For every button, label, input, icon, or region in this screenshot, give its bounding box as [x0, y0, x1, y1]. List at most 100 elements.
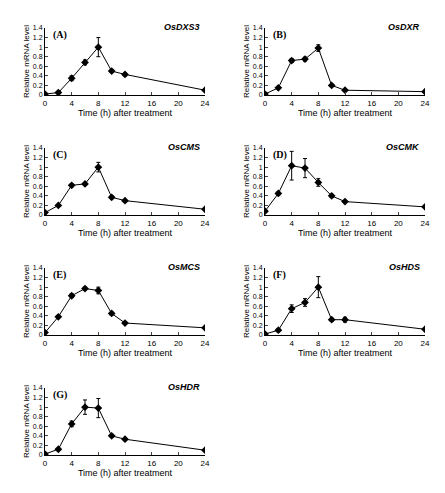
- svg-text:0.6: 0.6: [33, 63, 43, 70]
- svg-text:16: 16: [147, 459, 156, 468]
- svg-text:0.2: 0.2: [33, 82, 43, 89]
- svg-text:1.4: 1.4: [253, 264, 263, 271]
- svg-text:24: 24: [421, 99, 430, 108]
- svg-text:16: 16: [367, 219, 376, 228]
- svg-text:20: 20: [394, 219, 403, 228]
- svg-text:0.6: 0.6: [253, 303, 263, 310]
- svg-text:24: 24: [421, 339, 430, 348]
- svg-text:OsCMS: OsCMS: [168, 142, 200, 152]
- svg-text:20: 20: [174, 99, 183, 108]
- svg-text:0: 0: [259, 211, 263, 218]
- svg-text:0: 0: [263, 99, 268, 108]
- svg-text:Time (h) after treatment: Time (h) after treatment: [78, 108, 173, 118]
- svg-text:(F): (F): [273, 269, 286, 281]
- svg-text:0.4: 0.4: [33, 192, 43, 199]
- svg-text:(E): (E): [53, 269, 66, 281]
- svg-text:1.4: 1.4: [33, 384, 43, 391]
- svg-text:0: 0: [263, 219, 268, 228]
- svg-text:1: 1: [259, 164, 263, 171]
- svg-text:0.8: 0.8: [253, 173, 263, 180]
- svg-text:0: 0: [39, 211, 43, 218]
- svg-text:4: 4: [289, 339, 294, 348]
- svg-text:1: 1: [259, 284, 263, 291]
- svg-text:0.2: 0.2: [33, 322, 43, 329]
- svg-text:24: 24: [421, 219, 430, 228]
- svg-text:0.4: 0.4: [253, 72, 263, 79]
- svg-text:0.6: 0.6: [33, 303, 43, 310]
- svg-text:Time (h) after treatment: Time (h) after treatment: [78, 228, 173, 238]
- svg-text:OsCMK: OsCMK: [386, 142, 420, 152]
- svg-text:8: 8: [316, 219, 321, 228]
- svg-text:Relative mRNA level: Relative mRNA level: [22, 385, 31, 458]
- svg-text:0.8: 0.8: [33, 413, 43, 420]
- svg-text:Time (h) after treatment: Time (h) after treatment: [298, 348, 393, 358]
- svg-text:4: 4: [69, 219, 74, 228]
- svg-text:0.8: 0.8: [33, 53, 43, 60]
- svg-text:0.4: 0.4: [33, 312, 43, 319]
- svg-text:0.8: 0.8: [253, 293, 263, 300]
- svg-text:12: 12: [341, 99, 350, 108]
- svg-text:16: 16: [147, 219, 156, 228]
- svg-text:(C): (C): [53, 149, 67, 161]
- svg-text:12: 12: [121, 219, 130, 228]
- svg-text:8: 8: [96, 99, 101, 108]
- svg-text:0: 0: [43, 219, 48, 228]
- svg-text:4: 4: [69, 99, 74, 108]
- svg-text:1.4: 1.4: [33, 24, 43, 31]
- svg-text:1: 1: [39, 44, 43, 51]
- svg-text:OsDXS3: OsDXS3: [164, 22, 200, 32]
- svg-text:20: 20: [174, 459, 183, 468]
- svg-text:1: 1: [259, 44, 263, 51]
- svg-text:0.2: 0.2: [33, 442, 43, 449]
- svg-text:0.2: 0.2: [253, 202, 263, 209]
- svg-text:16: 16: [367, 99, 376, 108]
- svg-text:12: 12: [341, 339, 350, 348]
- svg-text:1.2: 1.2: [253, 34, 263, 41]
- svg-text:8: 8: [316, 99, 321, 108]
- svg-text:Time (h) after treatment: Time (h) after treatment: [78, 348, 173, 358]
- svg-text:20: 20: [394, 99, 403, 108]
- svg-text:1: 1: [39, 284, 43, 291]
- svg-text:0.2: 0.2: [33, 202, 43, 209]
- svg-text:0.8: 0.8: [253, 53, 263, 60]
- svg-text:0.2: 0.2: [253, 322, 263, 329]
- svg-text:Relative mRNA level: Relative mRNA level: [22, 265, 31, 338]
- svg-text:Relative mRNA level: Relative mRNA level: [242, 265, 251, 338]
- svg-text:0: 0: [39, 91, 43, 98]
- svg-text:0.6: 0.6: [253, 183, 263, 190]
- svg-text:16: 16: [147, 339, 156, 348]
- svg-text:(B): (B): [273, 29, 286, 41]
- svg-text:0.4: 0.4: [33, 432, 43, 439]
- svg-text:1: 1: [39, 164, 43, 171]
- svg-text:1.2: 1.2: [253, 274, 263, 281]
- svg-text:24: 24: [201, 99, 210, 108]
- svg-text:12: 12: [121, 459, 130, 468]
- svg-text:8: 8: [96, 219, 101, 228]
- svg-text:(G): (G): [53, 389, 67, 401]
- svg-text:1.2: 1.2: [33, 394, 43, 401]
- svg-text:0.4: 0.4: [33, 72, 43, 79]
- svg-text:1.4: 1.4: [33, 144, 43, 151]
- svg-text:20: 20: [174, 219, 183, 228]
- svg-text:4: 4: [69, 339, 74, 348]
- svg-text:0: 0: [43, 339, 48, 348]
- svg-text:12: 12: [121, 99, 130, 108]
- svg-text:Relative mRNA level: Relative mRNA level: [242, 25, 251, 98]
- svg-text:8: 8: [96, 459, 101, 468]
- svg-text:0: 0: [259, 91, 263, 98]
- svg-text:Time (h) after treatment: Time (h) after treatment: [78, 468, 173, 478]
- svg-text:1: 1: [39, 404, 43, 411]
- svg-text:16: 16: [147, 99, 156, 108]
- svg-text:1.4: 1.4: [253, 144, 263, 151]
- svg-text:0.4: 0.4: [253, 312, 263, 319]
- svg-text:0: 0: [263, 339, 268, 348]
- svg-text:4: 4: [289, 219, 294, 228]
- svg-text:1.4: 1.4: [33, 264, 43, 271]
- svg-text:12: 12: [121, 339, 130, 348]
- svg-text:4: 4: [289, 99, 294, 108]
- svg-text:20: 20: [174, 339, 183, 348]
- svg-text:4: 4: [69, 459, 74, 468]
- svg-text:0: 0: [43, 459, 48, 468]
- svg-text:16: 16: [367, 339, 376, 348]
- svg-text:24: 24: [201, 339, 210, 348]
